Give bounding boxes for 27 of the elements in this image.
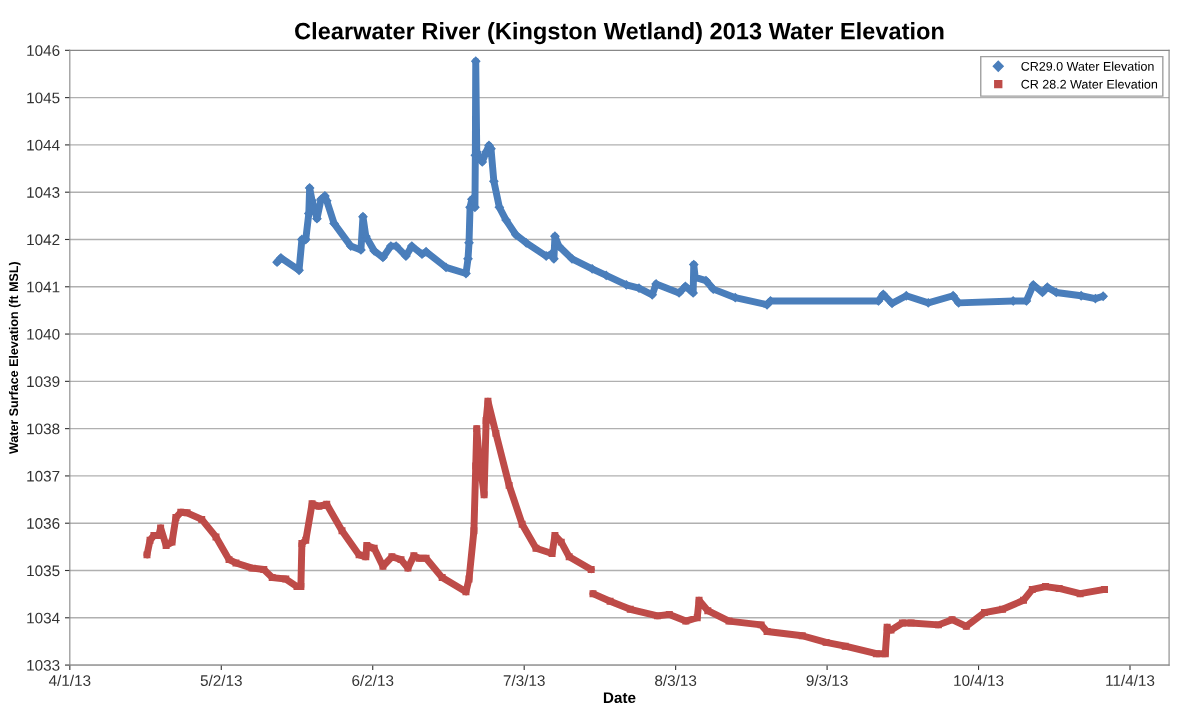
y-tick-label: 1046 [27,45,60,57]
y-tick-label: 1045 [27,92,60,104]
y-tick-label: 1044 [27,139,60,151]
x-tick-label: 5/2/13 [200,674,242,687]
legend-label: CR29.0 Water Elevation [1021,61,1154,71]
y-tick-label: 1034 [27,612,60,624]
y-tick-label: 1037 [27,470,60,482]
y-tick-label: 1036 [27,518,60,529]
x-tick-label: 9/3/13 [806,674,848,687]
y-tick-label: 1038 [27,423,60,435]
x-tick-label: 7/3/13 [503,674,545,687]
y-tick-label: 1033 [27,659,60,671]
y-tick-label: 1042 [27,234,60,246]
x-tick-label: 11/4/13 [1106,674,1155,687]
legend-label: CR 28.2 Water Elevation [1021,79,1158,89]
x-tick-label: 6/2/13 [352,674,394,687]
x-tick-label: 8/3/13 [655,674,697,687]
y-tick-label: 1039 [27,376,60,388]
x-tick-label: 4/1/13 [48,674,91,687]
y-axis-title: Water Surface Elevation (ft MSL) [8,262,21,454]
y-tick-label: 1035 [27,565,60,577]
chart-title: Clearwater River (Kingston Wetland) 2013 Water Elevation [295,22,944,45]
y-tick-label: 1040 [27,328,60,340]
x-axis-title: Date [603,692,636,704]
x-tick-label: 10/4/13 [954,674,1004,687]
y-tick-label: 1041 [27,281,60,293]
y-tick-label: 1043 [27,187,60,198]
